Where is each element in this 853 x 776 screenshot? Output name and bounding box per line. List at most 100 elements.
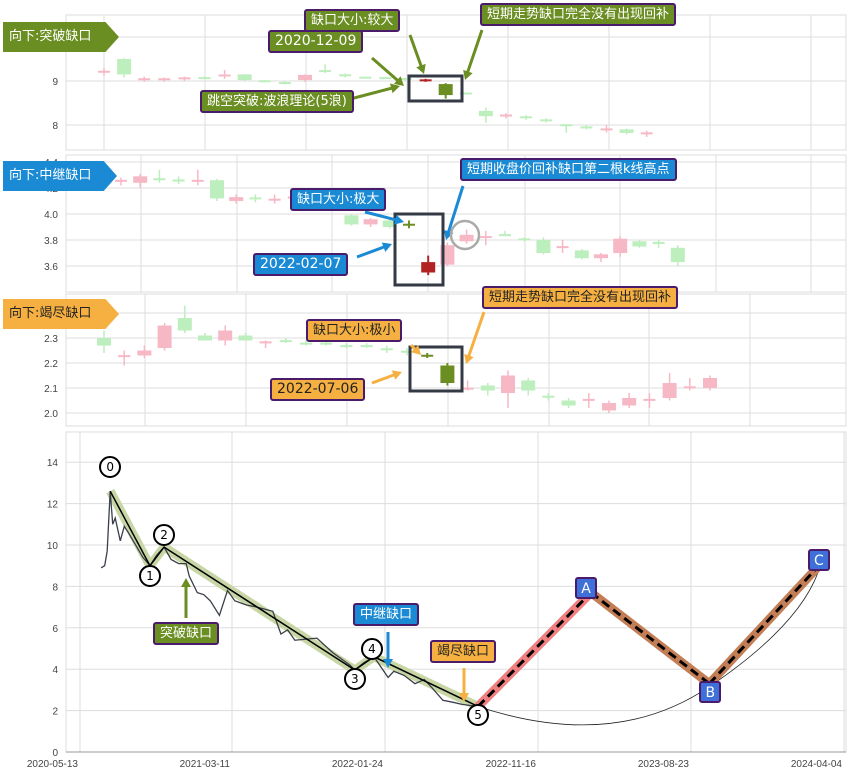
- candle: [540, 118, 553, 123]
- y-tick-label: 3.8: [44, 236, 58, 247]
- abc-label-B: B: [699, 680, 722, 703]
- candle: [339, 73, 352, 78]
- y-tick-label: 8: [52, 582, 58, 593]
- candle-body: [359, 76, 372, 79]
- candle-body: [279, 340, 292, 343]
- candle-body: [499, 234, 511, 237]
- y-tick-label: 14: [47, 458, 59, 469]
- candle: [379, 77, 392, 80]
- arrow-icon: [356, 242, 392, 259]
- candle: [259, 340, 272, 348]
- candle: [218, 325, 233, 346]
- candle-body: [133, 176, 148, 183]
- candle: [421, 255, 436, 276]
- wave-label-1: 1: [138, 564, 161, 587]
- candle-body: [419, 79, 432, 82]
- breakout-gap-label: 突破缺口: [153, 622, 220, 645]
- candle: [258, 80, 271, 83]
- candle-body: [580, 126, 593, 129]
- y-tick-label: 2.2: [44, 359, 58, 370]
- candle: [479, 230, 492, 246]
- candle: [118, 350, 131, 366]
- candle: [210, 178, 224, 201]
- candle-body: [191, 179, 204, 182]
- x-tick-label: 2023-08-23: [638, 759, 690, 770]
- candle-body: [278, 81, 291, 84]
- candle-body: [480, 385, 495, 391]
- gap-highlight-box: [407, 74, 464, 103]
- panel-label-text: 向下:中继缺口: [9, 168, 92, 183]
- price-line: [100, 491, 479, 708]
- candle-body: [421, 354, 434, 357]
- candle-body: [500, 114, 512, 117]
- candle-body: [138, 78, 151, 81]
- candle-body: [479, 236, 492, 239]
- gap-highlight-box: [408, 345, 464, 393]
- candle: [520, 115, 533, 120]
- x-tick-label: 2022-11-16: [486, 759, 537, 770]
- candle: [172, 176, 185, 185]
- candle-body: [320, 342, 333, 345]
- candle: [438, 83, 453, 99]
- candle-body: [613, 238, 628, 253]
- candle-body: [622, 398, 637, 406]
- candle-body: [238, 335, 253, 341]
- arrow-head: [391, 370, 402, 380]
- wave-label-3: 3: [343, 668, 366, 691]
- candle-body: [115, 179, 127, 182]
- candlestick-panel-3: 2.3 2.2 2.1 2.0: [44, 293, 847, 427]
- arrow-shaft: [371, 56, 400, 83]
- candle: [340, 343, 353, 348]
- candle: [344, 214, 359, 226]
- candle-body: [703, 378, 717, 388]
- theory-callout: 跳空突破:波浪理论(5浪): [200, 90, 354, 113]
- wave-label-5: 5: [467, 704, 490, 727]
- arrow-shaft: [446, 185, 465, 234]
- candlestick-panel-1: 98: [52, 14, 847, 151]
- gap-date-callout: 2020-12-09: [268, 30, 364, 53]
- x-tick-label: 2024-04-04: [791, 759, 843, 770]
- arrow-head: [464, 353, 474, 364]
- candle: [670, 245, 685, 266]
- arrow-down-icon: [459, 668, 469, 702]
- candle: [561, 398, 576, 408]
- panel-label-exhaustion: 向下:竭尽缺口: [3, 299, 119, 329]
- continuation-gap-label: 中继缺口: [353, 603, 420, 626]
- candle: [359, 76, 372, 79]
- y-tick-label: 10: [47, 541, 59, 552]
- candle-body: [459, 92, 472, 95]
- arrow-icon: [463, 29, 484, 80]
- candle-body: [600, 128, 613, 131]
- candle-body: [340, 345, 353, 348]
- candle-body: [98, 70, 110, 73]
- x-tick-label: 2020-05-13: [27, 759, 79, 770]
- candle-body: [380, 348, 393, 351]
- candle: [133, 173, 148, 188]
- candle: [157, 323, 172, 351]
- candle: [198, 76, 211, 80]
- candle: [419, 78, 432, 82]
- arrow-down-icon: [383, 632, 393, 668]
- candle-body: [300, 342, 312, 345]
- candle: [640, 130, 653, 137]
- candle-body: [582, 398, 595, 401]
- candle: [300, 340, 312, 346]
- candle-body: [501, 375, 515, 393]
- abc-label-C: C: [807, 548, 830, 571]
- candle: [622, 393, 637, 408]
- candle: [683, 378, 696, 391]
- y-tick-label: 6: [52, 624, 58, 635]
- abc-dashed-line: [476, 591, 593, 708]
- candle-body: [520, 116, 533, 119]
- x-tick-label: 2021-03-11: [180, 759, 231, 770]
- candle: [97, 330, 111, 353]
- candle: [380, 345, 393, 353]
- candle-body: [574, 250, 589, 259]
- candle: [459, 229, 474, 244]
- candle-body: [540, 119, 553, 122]
- abc-label-A: A: [575, 576, 597, 599]
- candle: [218, 70, 231, 79]
- candle-body: [344, 215, 359, 225]
- arrow-head: [181, 578, 191, 587]
